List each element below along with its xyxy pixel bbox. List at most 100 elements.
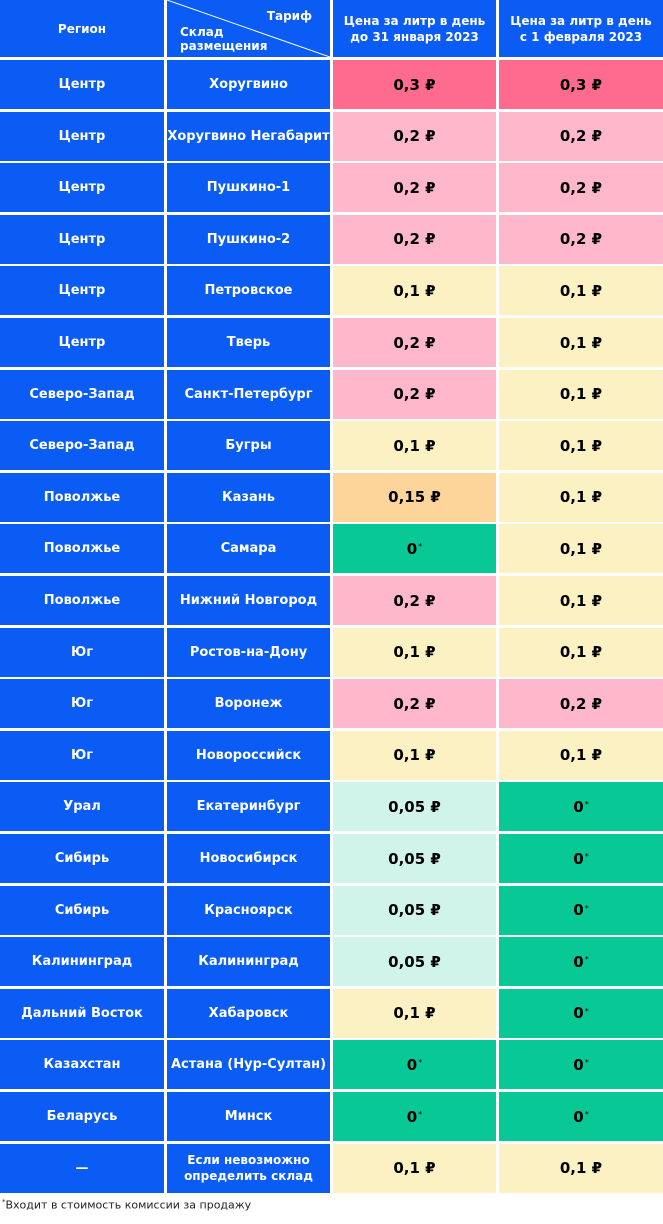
cell-warehouse: Нижний Новгород — [167, 576, 330, 625]
cell-price-before: 0,2 ₽ — [333, 111, 496, 161]
price-value: 0,15 ₽ — [388, 488, 441, 507]
table-row: Беларусь Минск 0 * 0 * — [0, 1092, 663, 1141]
price-value: 0,1 ₽ — [559, 591, 603, 610]
table-row: Центр Тверь 0,2 ₽ 0,1 ₽ — [0, 318, 663, 367]
price-value: 0,05 ₽ — [388, 901, 441, 920]
price-value: 0,2 ₽ — [393, 178, 436, 197]
cell-region: Центр — [0, 60, 164, 109]
cell-price-before: 0,1 ₽ — [333, 988, 496, 1038]
price-value: 0,1 ₽ — [559, 539, 603, 558]
table-row: Северо-Запад Санкт-Петербург 0,2 ₽ 0,1 ₽ — [0, 369, 663, 419]
cell-price-after: 0 * — [499, 834, 663, 883]
table-row: Юг Новороссийск 0,1 ₽ 0,1 ₽ — [0, 730, 663, 780]
cell-region: Центр — [0, 163, 164, 213]
price-value: 0,1 ₽ — [393, 436, 436, 455]
footnote-marker: * — [584, 1058, 589, 1068]
cell-warehouse: Бугры — [167, 421, 330, 471]
cell-region: Поволжье — [0, 524, 164, 574]
cell-price-before: 0,1 ₽ — [333, 1143, 496, 1193]
cell-price-before: 0,05 ₽ — [333, 885, 496, 935]
cell-region: Поволжье — [0, 576, 164, 625]
table-row: Поволжье Самара 0 * 0,1 ₽ — [0, 524, 663, 574]
cell-price-after: 0,1 ₽ — [499, 318, 663, 367]
cell-price-after: 0,1 ₽ — [499, 421, 663, 471]
price-value: 0,2 ₽ — [393, 385, 436, 404]
price-value: 0,1 ₽ — [393, 746, 436, 765]
cell-region: Юг — [0, 627, 164, 677]
price-value: 0,1 ₽ — [559, 385, 603, 404]
cell-price-before: 0,2 ₽ — [333, 679, 496, 729]
cell-price-before: 0,05 ₽ — [333, 782, 496, 832]
header-price-before: Цена за литр в день до 31 января 2023 — [333, 0, 496, 57]
price-value: 0 — [573, 901, 584, 920]
table-row: Северо-Запад Бугры 0,1 ₽ 0,1 ₽ — [0, 421, 663, 471]
price-value: 0 — [406, 1055, 418, 1074]
cell-price-before: 0,2 ₽ — [333, 214, 496, 264]
cell-warehouse: Петровское — [167, 266, 330, 316]
cell-price-before: 0,05 ₽ — [333, 834, 496, 883]
table-row: Центр Хоругвино Негабарит 0,2 ₽ 0,2 ₽ — [0, 111, 663, 161]
cell-price-after: 0,2 ₽ — [499, 214, 663, 264]
cell-price-after: 0,1 ₽ — [499, 472, 663, 522]
table-row: Юг Воронеж 0,2 ₽ 0,2 ₽ — [0, 679, 663, 729]
price-value: 0 — [573, 849, 584, 868]
cell-price-after: 0,1 ₽ — [499, 266, 663, 316]
cell-price-after: 0,2 ₽ — [499, 111, 663, 161]
header-tariff-warehouse: Тариф Склад размещения — [167, 0, 330, 57]
header-warehouse: Склад размещения — [180, 25, 268, 53]
price-value: 0,1 ₽ — [559, 1159, 603, 1178]
table-row: Центр Пушкино-1 0,2 ₽ 0,2 ₽ — [0, 163, 663, 213]
price-value: 0,3 ₽ — [393, 75, 436, 94]
cell-region: Юг — [0, 679, 164, 729]
cell-warehouse: Красноярск — [167, 885, 330, 935]
price-value: 0,2 ₽ — [559, 178, 603, 197]
cell-price-after: 0,1 ₽ — [499, 369, 663, 419]
cell-price-before: 0,2 ₽ — [333, 369, 496, 419]
header-price-after: Цена за литр в день с 1 февраля 2023 — [499, 0, 663, 57]
table-row: Центр Пушкино-2 0,2 ₽ 0,2 ₽ — [0, 214, 663, 264]
price-value: 0,1 ₽ — [393, 1159, 436, 1178]
price-value: 0 — [573, 1004, 584, 1023]
cell-region: Юг — [0, 730, 164, 780]
price-value: 0 — [573, 1107, 584, 1126]
price-value: 0,2 ₽ — [393, 591, 436, 610]
table-row: Урал Екатеринбург 0,05 ₽ 0 * — [0, 782, 663, 832]
cell-price-before: 0,2 ₽ — [333, 318, 496, 367]
header-region: Регион — [0, 0, 164, 57]
table-row: Юг Ростов-на-Дону 0,1 ₽ 0,1 ₽ — [0, 627, 663, 677]
price-value: 0 — [406, 539, 418, 558]
cell-price-after: 0,1 ₽ — [499, 730, 663, 780]
cell-warehouse: Хоругвино — [167, 60, 330, 109]
cell-price-after: 0 * — [499, 988, 663, 1038]
cell-region: Северо-Запад — [0, 421, 164, 471]
cell-warehouse: Тверь — [167, 318, 330, 367]
table-header: Регион Тариф Склад размещения Цена за ли… — [0, 0, 663, 57]
cell-warehouse: Казань — [167, 472, 330, 522]
cell-price-after: 0 * — [499, 937, 663, 987]
price-value: 0,05 ₽ — [388, 849, 441, 868]
cell-region: Северо-Запад — [0, 369, 164, 419]
cell-price-after: 0 * — [499, 1092, 663, 1141]
cell-warehouse: Астана (Нур-Султан) — [167, 1040, 330, 1090]
table-row: Калининград Калининград 0,05 ₽ 0 * — [0, 937, 663, 987]
diagonal-divider — [167, 0, 330, 57]
cell-warehouse: Ростов-на-Дону — [167, 627, 330, 677]
cell-region: Сибирь — [0, 834, 164, 883]
cell-region: Центр — [0, 266, 164, 316]
price-value: 0,2 ₽ — [559, 230, 603, 249]
cell-price-before: 0,2 ₽ — [333, 576, 496, 625]
table-row: Поволжье Нижний Новгород 0,2 ₽ 0,1 ₽ — [0, 576, 663, 625]
cell-warehouse: Пушкино-2 — [167, 214, 330, 264]
price-value: 0,2 ₽ — [393, 127, 436, 146]
table-row: Центр Петровское 0,1 ₽ 0,1 ₽ — [0, 266, 663, 316]
cell-price-before: 0,15 ₽ — [333, 472, 496, 522]
cell-warehouse: Пушкино-1 — [167, 163, 330, 213]
cell-warehouse: Новороссийск — [167, 730, 330, 780]
cell-region: Дальний Восток — [0, 988, 164, 1038]
cell-price-after: 0,1 ₽ — [499, 1143, 663, 1193]
cell-region: Урал — [0, 782, 164, 832]
price-value: 0,1 ₽ — [559, 488, 603, 507]
footnote-text: Входит в стоимость комиссии за продажу — [5, 1198, 252, 1212]
cell-price-before: 0,1 ₽ — [333, 730, 496, 780]
cell-warehouse: Екатеринбург — [167, 782, 330, 832]
